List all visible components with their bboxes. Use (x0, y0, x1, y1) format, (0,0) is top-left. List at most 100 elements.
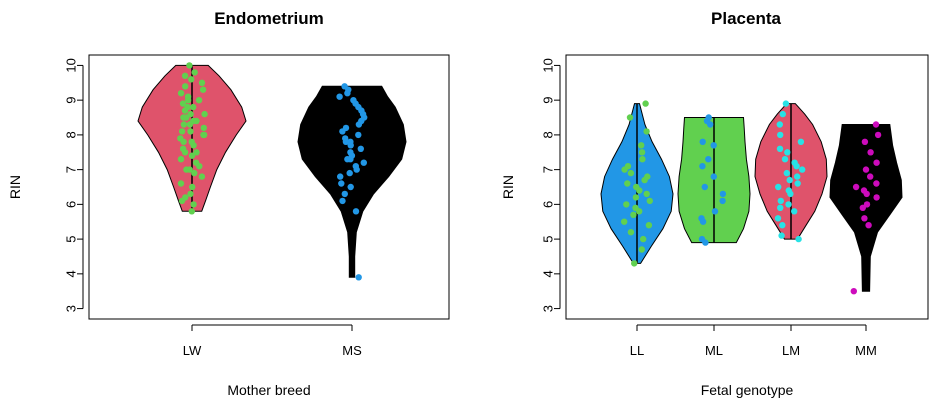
data-point (341, 83, 348, 90)
data-point (639, 156, 646, 163)
data-point (777, 131, 784, 139)
data-point (183, 166, 190, 173)
data-point (852, 183, 860, 191)
data-point (180, 114, 187, 121)
data-point (341, 190, 348, 198)
y-tick-label: 7 (541, 166, 556, 173)
data-point (638, 149, 646, 156)
data-point (783, 169, 790, 177)
data-point (347, 138, 354, 145)
data-point (699, 163, 706, 170)
data-point (188, 76, 195, 83)
data-point (794, 180, 801, 187)
y-tick-label: 8 (64, 131, 79, 138)
y-axis-label: RIN (500, 175, 516, 199)
data-point (633, 183, 640, 191)
data-point (624, 163, 632, 170)
y-tick-label: 8 (541, 131, 556, 138)
data-point (199, 86, 207, 93)
data-point (862, 166, 870, 173)
data-point (776, 145, 784, 152)
data-point (861, 138, 869, 145)
data-point (346, 169, 353, 177)
data-point (188, 208, 195, 215)
data-point (182, 194, 189, 201)
data-point (791, 208, 798, 215)
x-tick-label: MM (855, 343, 877, 358)
data-point (337, 173, 344, 180)
plot-area: 3 4 5 6 7 8 9 10 LL ML LM MM (541, 58, 903, 358)
data-point (850, 288, 857, 295)
data-point (705, 156, 712, 163)
data-point (631, 260, 638, 267)
plot-frame (565, 54, 929, 320)
data-point (865, 222, 872, 229)
data-point (867, 173, 874, 180)
data-point (781, 156, 789, 163)
data-point (776, 121, 783, 128)
data-point (795, 235, 802, 243)
data-point (192, 159, 200, 166)
data-point (621, 218, 628, 225)
data-point (863, 201, 871, 208)
data-point (643, 190, 650, 198)
data-point (711, 208, 719, 215)
data-point (791, 159, 798, 166)
data-point (710, 142, 717, 149)
data-point (178, 128, 186, 135)
data-point (785, 187, 792, 194)
data-point (642, 100, 649, 107)
data-point (799, 166, 806, 173)
data-point (187, 190, 194, 198)
data-point (187, 128, 194, 135)
x-tick-label: LM (782, 343, 800, 358)
data-point (710, 173, 717, 180)
data-point (774, 215, 782, 222)
data-point (777, 197, 784, 205)
y-tick-label: 9 (64, 97, 79, 104)
data-point (198, 173, 206, 180)
y-tick-label: 6 (541, 201, 556, 208)
data-point (180, 121, 188, 128)
data-point (177, 156, 185, 163)
data-point (191, 169, 198, 177)
x-axis-label: Fetal genotype (701, 382, 794, 398)
data-point (872, 121, 880, 128)
data-point (193, 117, 200, 125)
data-point (342, 135, 349, 142)
x-tick-label: MS (342, 343, 362, 358)
x-tick-label: LL (630, 343, 644, 358)
data-point (719, 190, 727, 198)
data-point (186, 62, 193, 69)
chart-title: Placenta (711, 9, 781, 28)
data-point (785, 201, 792, 208)
data-point (640, 235, 647, 243)
x-tick-label: ML (705, 343, 723, 358)
data-point (184, 93, 192, 100)
data-point (632, 194, 640, 201)
data-point (784, 149, 791, 156)
y-tick-label: 10 (541, 58, 556, 72)
data-point (699, 138, 706, 145)
data-point (873, 159, 880, 166)
data-point (188, 152, 196, 159)
chart-title: Endometrium (214, 9, 324, 28)
data-point (190, 103, 197, 111)
panel-placenta: Placenta 3 4 5 6 7 8 9 10 LL ML LM MM RIN Fetal gen… (500, 9, 929, 398)
data-point (181, 72, 189, 80)
plot-area: 3 4 5 6 7 8 9 10 LW MS (64, 58, 407, 358)
data-point (339, 197, 346, 205)
data-point (177, 180, 185, 187)
data-point (627, 169, 635, 177)
data-point (195, 97, 203, 104)
data-point (645, 222, 653, 229)
data-point (705, 114, 712, 121)
data-point (630, 211, 637, 218)
panel-endometrium: Endometrium 3 4 5 6 7 8 9 10 LW MS RIN Mother bre… (7, 9, 450, 398)
data-point (644, 173, 651, 180)
data-point (193, 149, 200, 156)
y-tick-label: 4 (541, 270, 556, 277)
x-axis-label: Mother breed (227, 382, 310, 398)
data-point (190, 201, 197, 208)
data-point (355, 274, 362, 281)
